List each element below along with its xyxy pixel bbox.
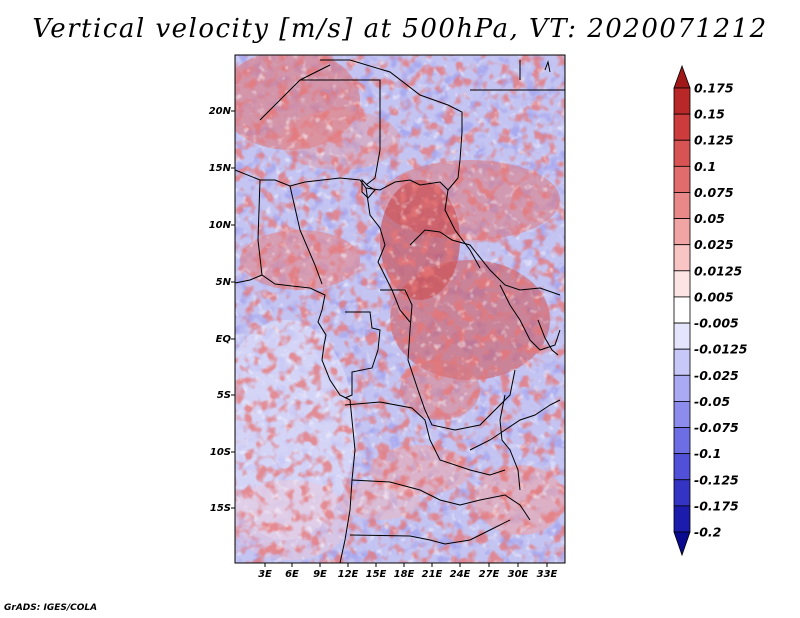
lon-label: 27E	[479, 569, 500, 580]
colorbar: 0.175 0.15 0.125 0.1 0.075 0.05 0.025 0.0125 0.0…	[673, 64, 748, 557]
colorbar-swatch	[673, 296, 691, 324]
colorbar-swatch	[673, 165, 691, 193]
lat-label: 15S	[210, 503, 231, 514]
lat-label: 20N	[209, 106, 232, 117]
colorbar-swatch	[673, 322, 691, 350]
lon-label: 24E	[450, 569, 471, 580]
lat-label: 5N	[216, 277, 232, 288]
colorbar-label: -0.025	[694, 368, 739, 383]
credit-text: GrADS: IGES/COLA	[4, 603, 98, 613]
lat-label: 5S	[217, 390, 231, 401]
lon-label: 6E	[285, 569, 299, 580]
colorbar-label: -0.005	[694, 316, 739, 331]
colorbar-label: -0.2	[694, 525, 721, 540]
lon-label: 9E	[313, 569, 327, 580]
colorbar-swatch	[673, 218, 691, 246]
colorbar-label: 0.005	[694, 289, 734, 304]
colorbar-swatch	[673, 192, 691, 219]
colorbar-swatch	[673, 453, 691, 481]
colorbar-swatch	[673, 139, 691, 167]
colorbar-swatch	[673, 270, 691, 298]
colorbar-label: -0.125	[694, 472, 739, 487]
lon-label: 12E	[338, 569, 359, 580]
colorbar-label: 0.1	[694, 159, 716, 174]
longitude-axis: 3E 6E 9E 12E 15E 18E 21E 24E 27E 30E 33E	[258, 563, 558, 580]
lon-label: 33E	[537, 569, 558, 580]
colorbar-swatch	[673, 64, 691, 89]
colorbar-label: 0.05	[694, 211, 725, 226]
colorbar-swatch	[673, 374, 691, 402]
lat-label: 10S	[210, 447, 231, 458]
velocity-field	[235, 55, 565, 563]
lat-label: EQ	[216, 334, 232, 345]
map-frame	[234, 54, 566, 564]
colorbar-label: -0.1	[694, 446, 721, 461]
colorbar-label: 0.075	[694, 185, 734, 200]
colorbar-swatch	[673, 427, 691, 455]
colorbar-swatch	[673, 401, 691, 428]
colorbar-swatch	[673, 113, 691, 141]
colorbar-label: 0.025	[694, 237, 734, 252]
colorbar-label: -0.05	[694, 394, 730, 409]
colorbar-label: -0.075	[694, 420, 739, 435]
lon-label: 3E	[258, 569, 272, 580]
latitude-axis: 20N 15N 10N 5N EQ 5S 10S 15S	[209, 106, 235, 514]
colorbar-label: 0.15	[694, 107, 725, 122]
colorbar-swatch	[673, 244, 691, 272]
lon-label: 15E	[366, 569, 387, 580]
colorbar-label: 0.175	[694, 81, 734, 96]
colorbar-swatch	[673, 531, 691, 557]
colorbar-swatch	[673, 479, 691, 507]
lon-label: 18E	[394, 569, 415, 580]
lat-label: 15N	[209, 163, 232, 174]
country-borders	[235, 59, 565, 563]
colorbar-label: 0.125	[694, 133, 734, 148]
chart-title: Vertical velocity [m/s] at 500hPa, VT: 2…	[32, 14, 768, 44]
colorbar-swatch	[673, 505, 691, 533]
colorbar-label: -0.175	[694, 498, 739, 513]
lon-label: 21E	[422, 569, 443, 580]
colorbar-swatch	[673, 348, 691, 376]
lon-label: 30E	[508, 569, 529, 580]
colorbar-label: 0.0125	[694, 263, 743, 278]
lat-label: 10N	[209, 220, 232, 231]
colorbar-swatch	[673, 87, 691, 115]
colorbar-label: -0.0125	[694, 342, 748, 357]
